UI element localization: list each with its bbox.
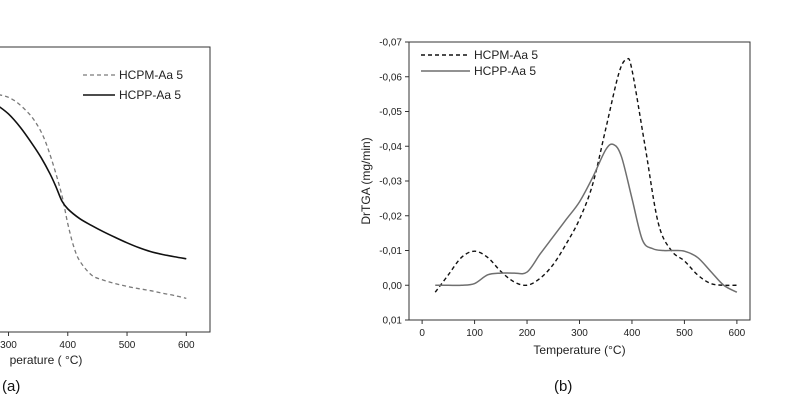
- x-tick-label-a: 500: [119, 340, 136, 351]
- x-tick-label-a: 400: [59, 340, 76, 351]
- x-tick-label-a: 600: [178, 340, 195, 351]
- y-tick-label-b: -0,03: [379, 177, 402, 188]
- y-tick-label-b: 0,00: [383, 281, 403, 292]
- legend-label-b-0: HCPM-Aa 5: [474, 48, 538, 62]
- plot-frame-a: [0, 46, 211, 333]
- x-tick-label-b: 300: [571, 328, 588, 339]
- series-line-a-0: [0, 94, 187, 300]
- x-axis-title-b: Temperature (°C): [533, 343, 625, 357]
- chart-a: 300 400 500 600 perature ( °C) HCPM-Aa 5 HCPP-…: [0, 46, 211, 367]
- series-line-a-1: [0, 106, 187, 260]
- legend-label-a-1: HCPP-Aa 5: [119, 88, 181, 102]
- y-axis-title-b: DrTGA (mg/min): [359, 137, 373, 224]
- x-axis-title-a: perature ( °C): [10, 353, 83, 367]
- x-tick-label-b: 400: [624, 328, 641, 339]
- x-tick-label-b: 200: [519, 328, 536, 339]
- plot-frame-b: [408, 41, 751, 321]
- legend-label-a-0: HCPM-Aa 5: [119, 68, 183, 82]
- y-tick-label-b: -0,06: [379, 72, 402, 83]
- x-tick-label-a: 300: [0, 340, 17, 351]
- series-line-b-1: [435, 143, 738, 293]
- chart-b: 0 100 200 300 400 500 600 -0,07 -0,06 -0,05 -0,04 -…: [359, 38, 751, 357]
- y-tick-label-b: -0,04: [379, 142, 402, 153]
- legend-label-b-1: HCPP-Aa 5: [474, 64, 536, 78]
- panel-label-a: (a): [2, 378, 21, 395]
- y-tick-label-b: -0,01: [379, 246, 402, 257]
- y-tick-label-b: 0,01: [383, 316, 403, 327]
- y-tick-label-b: -0,02: [379, 211, 402, 222]
- series-line-b-0: [434, 57, 737, 293]
- x-tick-label-b: 600: [729, 328, 746, 339]
- x-tick-label-b: 500: [676, 328, 693, 339]
- x-tick-label-b: 0: [419, 328, 425, 339]
- x-tick-label-b: 100: [466, 328, 483, 339]
- y-tick-label-b: -0,07: [379, 38, 402, 49]
- y-tick-label-b: -0,05: [379, 107, 402, 118]
- panel-label-b: (b): [554, 378, 573, 395]
